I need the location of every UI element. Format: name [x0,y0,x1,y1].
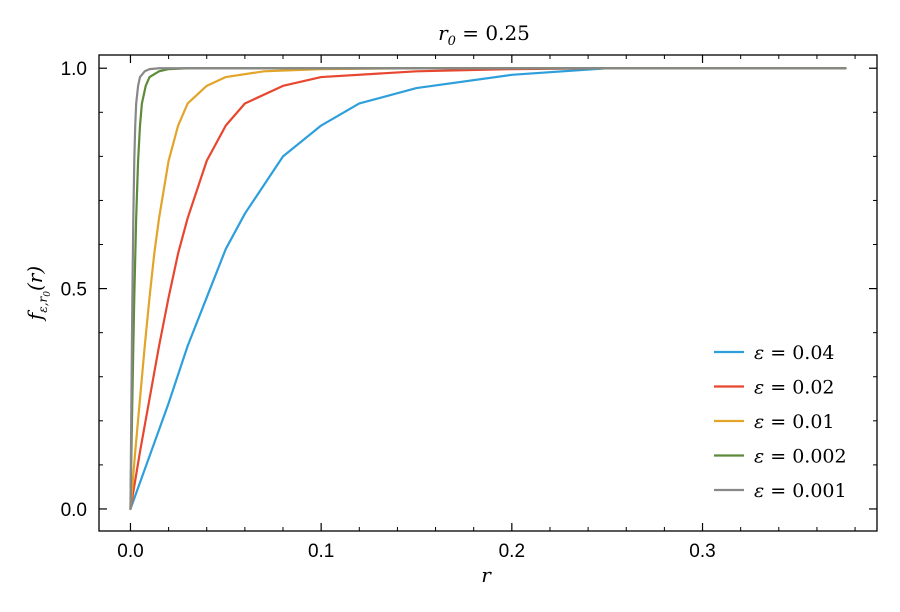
x-tick-label: 0.3 [689,541,715,562]
legend-label: ε = 0.04 [754,342,835,364]
legend-entry: ε = 0.04 [714,342,835,364]
legend-entry: ε = 0.001 [714,480,847,502]
series-line-5 [129,67,847,511]
y-tick-label: 0.0 [61,500,87,521]
chart-title-rest: = 0.25 [456,21,530,45]
y-axis-label-rest: (r) [23,266,47,291]
legend-label: ε = 0.01 [754,411,835,433]
series-line-4 [129,67,847,511]
y-tick-label: 0.5 [61,280,87,301]
chart-title: r0 = 0.25 [438,21,530,49]
series-layer [129,67,847,511]
legend-entry: ε = 0.002 [714,446,847,468]
legend: ε = 0.04 ε = 0.02 ε = 0.01 ε = 0.002 ε = 0.0… [714,342,847,502]
y-axis-label-subsub: 0 [43,291,53,297]
legend-entry: ε = 0.01 [714,411,835,433]
ticks-layer: 0.0 0.1 0.2 0.3 0.0 0.5 1.0 [61,55,877,562]
legend-label: ε = 0.001 [754,480,847,502]
series-line-1 [129,67,847,511]
x-tick-label: 0.1 [308,541,334,562]
legend-label: ε = 0.02 [754,377,835,399]
legend-entry: ε = 0.02 [714,377,835,399]
chart-title-sub: 0 [448,34,456,49]
series-line-3 [129,67,847,511]
y-axis-label: fε,r0(r) [23,266,53,322]
y-tick-label: 1.0 [61,59,87,80]
y-axis-label-sub: ε,r [36,295,50,312]
x-tick-label: 0.0 [117,541,143,562]
x-tick-label: 0.2 [499,541,525,562]
legend-label: ε = 0.002 [754,446,847,468]
plot-frame [98,54,878,532]
x-axis-label: r [481,563,492,587]
series-line-2 [129,67,847,511]
chart-title-var: r [438,21,449,45]
